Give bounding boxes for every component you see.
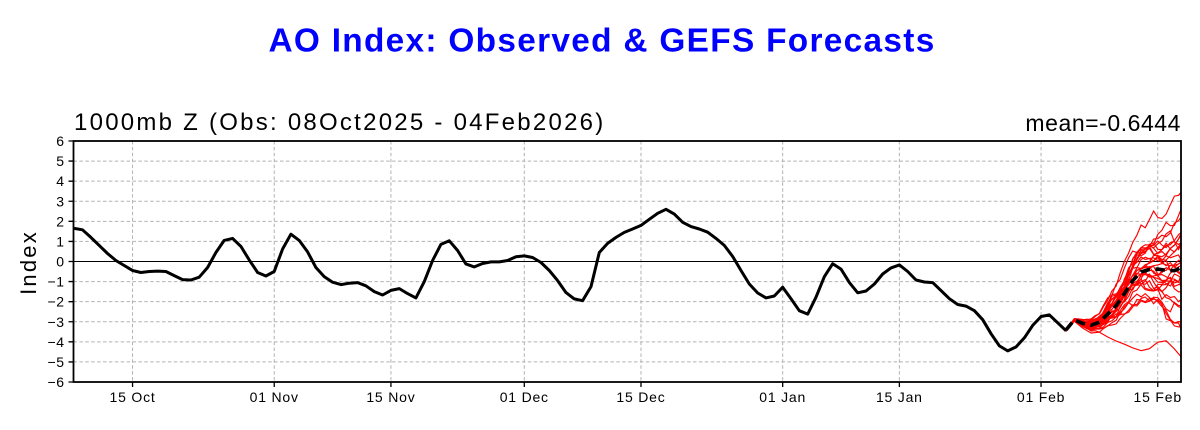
svg-text:4: 4	[56, 173, 64, 189]
svg-text:AO Index: Observed & GEFS Fore: AO Index: Observed & GEFS Forecasts	[268, 22, 935, 59]
svg-text:1: 1	[56, 233, 64, 249]
svg-text:mean=-0.6444: mean=-0.6444	[1025, 110, 1181, 136]
svg-text:−6: −6	[48, 374, 65, 390]
svg-text:01 Feb: 01 Feb	[1017, 389, 1065, 405]
svg-text:6: 6	[56, 133, 64, 149]
svg-text:01 Dec: 01 Dec	[500, 389, 549, 405]
svg-text:2: 2	[56, 213, 64, 229]
svg-text:−4: −4	[48, 334, 65, 350]
svg-text:1000mb Z (Obs: 08Oct2025 - 04F: 1000mb Z (Obs: 08Oct2025 - 04Feb2026)	[74, 109, 606, 136]
svg-text:01 Jan: 01 Jan	[759, 389, 806, 405]
svg-text:−2: −2	[48, 294, 65, 310]
svg-text:15 Dec: 15 Dec	[616, 389, 665, 405]
svg-text:0: 0	[56, 254, 64, 270]
svg-text:15 Feb: 15 Feb	[1134, 389, 1182, 405]
svg-text:Index: Index	[16, 230, 41, 295]
svg-text:15 Oct: 15 Oct	[110, 389, 156, 405]
svg-text:−1: −1	[48, 274, 65, 290]
svg-text:5: 5	[56, 153, 64, 169]
svg-text:−3: −3	[48, 314, 65, 330]
svg-text:3: 3	[56, 193, 64, 209]
svg-text:15 Jan: 15 Jan	[876, 389, 923, 405]
svg-text:15 Nov: 15 Nov	[366, 389, 415, 405]
svg-text:01 Nov: 01 Nov	[250, 389, 299, 405]
svg-text:−5: −5	[48, 354, 65, 370]
